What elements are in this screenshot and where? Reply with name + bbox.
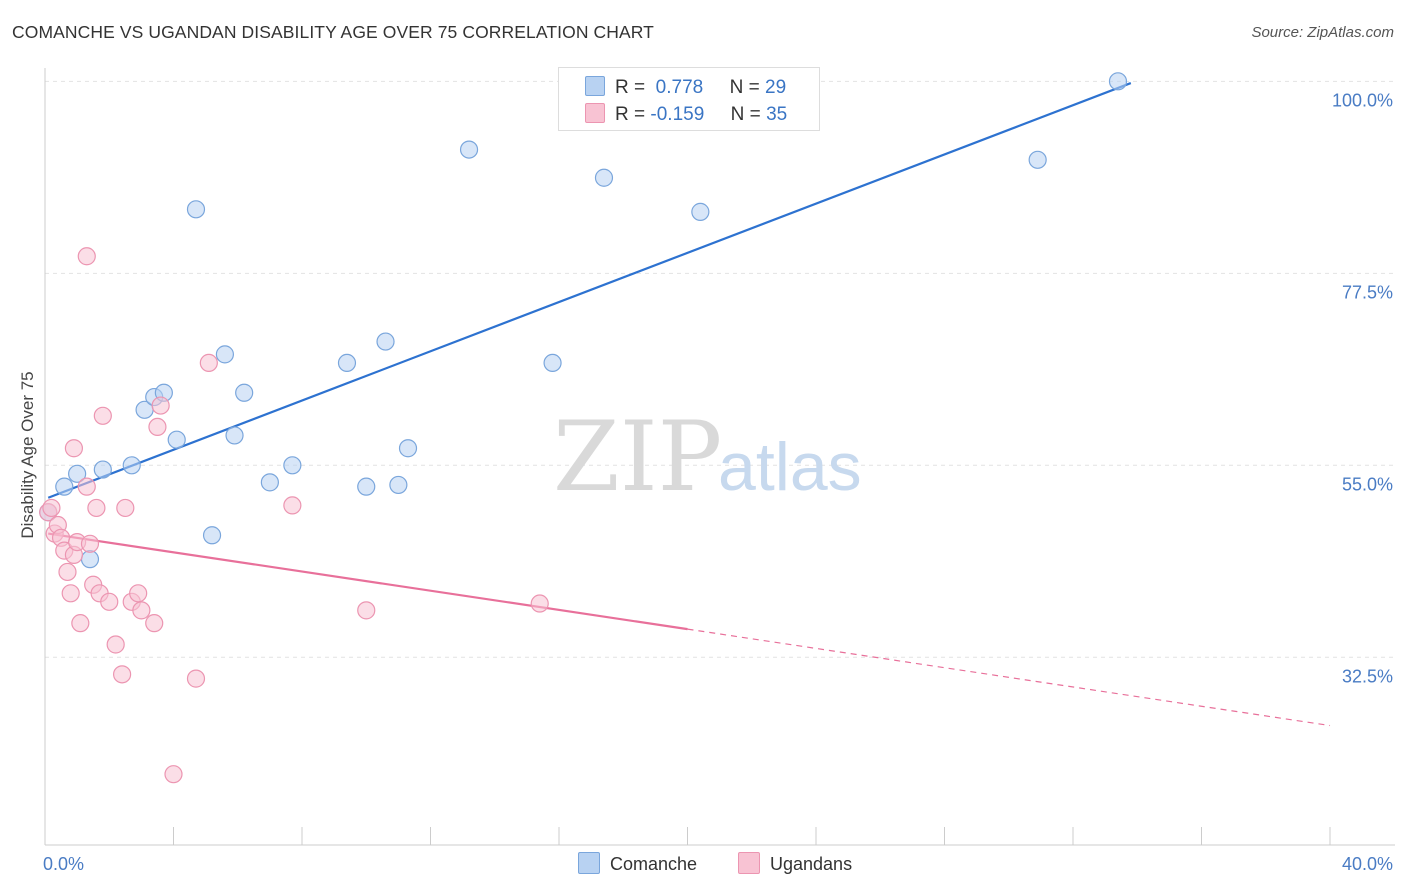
point-ugandans-1 [42, 498, 61, 518]
point-comanche-17 [337, 353, 357, 373]
point-comanche-20 [389, 475, 408, 495]
y-axis-label: Disability Age Over 75 [18, 371, 37, 538]
point-comanche-12 [215, 345, 234, 364]
bottom-legend-swatch-comanche [578, 852, 600, 874]
point-comanche-14 [235, 383, 254, 402]
grid-layer [45, 80, 1395, 658]
chart-title: COMANCHE VS UGANDAN DISABILITY AGE OVER … [12, 22, 654, 42]
point-ugandans-19 [100, 592, 119, 611]
legend-box: R = 0.778 N = 29 R = -0.159 N = 35 [558, 67, 820, 131]
y-tick-label-3: 100.0% [1332, 90, 1393, 110]
point-ugandans-20 [106, 635, 125, 654]
point-comanche-3 [80, 550, 100, 569]
point-ugandans-12 [77, 477, 96, 496]
y-tick-label-0: 32.5% [1342, 666, 1393, 686]
point-comanche-13 [225, 426, 244, 445]
watermark-atlas: atlas [718, 429, 862, 505]
point-ugandans-26 [145, 614, 164, 633]
point-comanche-1 [55, 477, 74, 496]
legend-n-value-comanche: 29 [765, 77, 787, 98]
point-comanche-4 [93, 460, 112, 479]
point-comanche-24 [594, 168, 614, 187]
legend-swatch-ugandans [585, 103, 605, 123]
point-ugandans-22 [116, 498, 135, 518]
bottom-legend-ugandans: Ugandans [738, 852, 852, 875]
point-ugandans-11 [71, 614, 90, 633]
point-ugandans-28 [151, 396, 170, 415]
bottom-legend-label-comanche: Comanche [610, 854, 698, 874]
y-tick-label-2: 77.5% [1342, 282, 1393, 302]
x-tick-label-max: 40.0% [1342, 854, 1393, 874]
bottom-legend-swatch-ugandans [738, 852, 760, 874]
point-ugandans-7 [61, 584, 80, 603]
trend-line-ugandans [48, 532, 688, 631]
legend-n-label: N = [729, 77, 760, 98]
point-comanche-25 [691, 202, 710, 221]
point-comanche-22 [459, 140, 479, 159]
legend-row-comanche: R = 0.778 N = 29 [585, 76, 786, 100]
point-ugandans-15 [77, 247, 96, 266]
point-ugandans-31 [199, 353, 218, 373]
point-comanche-2 [68, 464, 87, 483]
point-comanche-26 [1028, 150, 1047, 169]
point-comanche-9 [167, 430, 186, 449]
legend-r-value-comanche: 0.778 [655, 77, 704, 98]
point-ugandans-13 [80, 534, 100, 553]
axis-layer: 32.5% 55.0% 77.5% 100.0% 0.0% 40.0% [43, 68, 1395, 874]
point-ugandans-25 [132, 601, 151, 620]
point-ugandans-32 [283, 496, 302, 515]
trend-line-ugandans-extension [687, 628, 1331, 727]
point-comanche-19 [376, 332, 395, 351]
watermark-zip: ZIP [553, 401, 722, 513]
legend-r-label: R = [615, 77, 646, 98]
point-ugandans-10 [64, 439, 84, 458]
point-ugandans-27 [148, 417, 167, 437]
point-ugandans-29 [164, 765, 183, 784]
point-comanche-5 [122, 456, 141, 475]
point-ugandans-16 [87, 498, 106, 518]
point-ugandans-30 [186, 669, 206, 688]
point-comanche-16 [283, 456, 302, 475]
point-comanche-10 [186, 200, 206, 219]
point-comanche-15 [260, 473, 279, 492]
point-ugandans-24 [129, 584, 148, 603]
source-label: Source: ZipAtlas.com [1251, 24, 1394, 41]
legend-row-ugandans: R = -0.159 N = 35 [585, 103, 787, 127]
point-ugandans-18 [93, 406, 112, 425]
point-ugandans-21 [112, 665, 132, 684]
legend-r-value-ugandans: -0.159 [650, 104, 705, 125]
watermark: ZIP atlas [553, 401, 862, 513]
point-ugandans-33 [357, 601, 376, 620]
legend-n-value-ugandans: 35 [766, 104, 788, 125]
bottom-legend-label-ugandans: Ugandans [770, 854, 853, 874]
point-comanche-18 [357, 477, 376, 496]
point-comanche-23 [543, 353, 562, 373]
point-comanche-21 [398, 439, 418, 458]
point-comanche-27 [1108, 72, 1128, 91]
point-comanche-11 [202, 526, 222, 545]
point-layer [39, 72, 1128, 784]
y-tick-label-1: 55.0% [1342, 474, 1393, 494]
legend-swatch-comanche [585, 76, 605, 96]
bottom-legend-comanche: Comanche [578, 852, 697, 875]
legend-r-label: R = [615, 104, 646, 125]
point-ugandans-34 [530, 594, 549, 613]
point-ugandans-6 [58, 562, 77, 582]
x-tick-label-min: 0.0% [43, 854, 84, 874]
legend-n-label: N = [730, 104, 761, 125]
